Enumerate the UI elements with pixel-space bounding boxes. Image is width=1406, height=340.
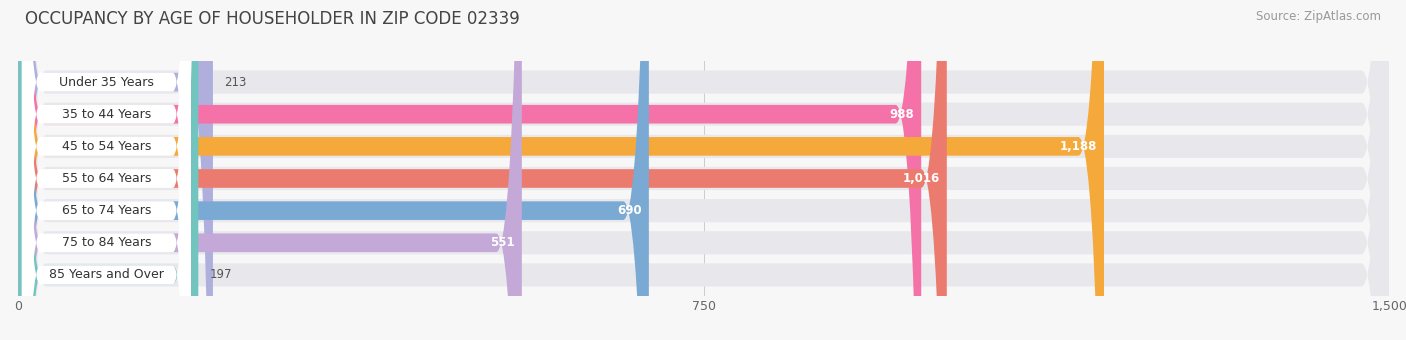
Text: 213: 213 bbox=[224, 75, 246, 89]
FancyBboxPatch shape bbox=[18, 0, 1389, 340]
FancyBboxPatch shape bbox=[18, 0, 1104, 340]
FancyBboxPatch shape bbox=[22, 0, 191, 340]
FancyBboxPatch shape bbox=[22, 0, 191, 340]
Text: 55 to 64 Years: 55 to 64 Years bbox=[62, 172, 152, 185]
FancyBboxPatch shape bbox=[18, 0, 198, 340]
FancyBboxPatch shape bbox=[22, 0, 191, 340]
FancyBboxPatch shape bbox=[18, 0, 522, 340]
Text: 85 Years and Over: 85 Years and Over bbox=[49, 268, 165, 282]
FancyBboxPatch shape bbox=[18, 0, 1389, 340]
Text: OCCUPANCY BY AGE OF HOUSEHOLDER IN ZIP CODE 02339: OCCUPANCY BY AGE OF HOUSEHOLDER IN ZIP C… bbox=[25, 10, 520, 28]
FancyBboxPatch shape bbox=[18, 0, 921, 340]
Text: 35 to 44 Years: 35 to 44 Years bbox=[62, 108, 150, 121]
FancyBboxPatch shape bbox=[18, 0, 1389, 340]
Text: 45 to 54 Years: 45 to 54 Years bbox=[62, 140, 152, 153]
Text: 65 to 74 Years: 65 to 74 Years bbox=[62, 204, 152, 217]
FancyBboxPatch shape bbox=[18, 0, 1389, 340]
Text: 988: 988 bbox=[889, 108, 914, 121]
FancyBboxPatch shape bbox=[18, 0, 1389, 340]
Text: 1,016: 1,016 bbox=[903, 172, 939, 185]
FancyBboxPatch shape bbox=[18, 0, 1389, 340]
FancyBboxPatch shape bbox=[18, 0, 946, 340]
FancyBboxPatch shape bbox=[22, 0, 191, 340]
Text: Under 35 Years: Under 35 Years bbox=[59, 75, 153, 89]
Text: Source: ZipAtlas.com: Source: ZipAtlas.com bbox=[1256, 10, 1381, 23]
FancyBboxPatch shape bbox=[22, 0, 191, 340]
Text: 1,188: 1,188 bbox=[1059, 140, 1097, 153]
FancyBboxPatch shape bbox=[18, 0, 650, 340]
FancyBboxPatch shape bbox=[22, 0, 191, 340]
FancyBboxPatch shape bbox=[18, 0, 212, 340]
Text: 690: 690 bbox=[617, 204, 641, 217]
Text: 551: 551 bbox=[489, 236, 515, 249]
Text: 197: 197 bbox=[209, 268, 232, 282]
FancyBboxPatch shape bbox=[22, 0, 191, 340]
Text: 75 to 84 Years: 75 to 84 Years bbox=[62, 236, 152, 249]
FancyBboxPatch shape bbox=[18, 0, 1389, 340]
